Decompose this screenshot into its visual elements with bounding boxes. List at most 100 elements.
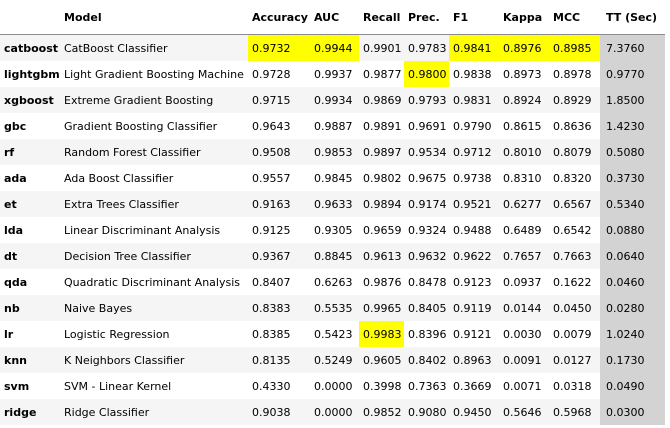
precision-cell: 0.9783 xyxy=(404,34,449,61)
training-time-cell: 0.0880 xyxy=(600,217,665,243)
auc-cell: 0.9633 xyxy=(310,191,359,217)
recall-cell: 0.9877 xyxy=(359,61,404,87)
accuracy-cell: 0.9367 xyxy=(248,243,310,269)
row-index-label: knn xyxy=(0,347,60,373)
column-header-kappa: Kappa xyxy=(499,0,549,35)
f1-cell: 0.9119 xyxy=(449,295,499,321)
kappa-cell: 0.6277 xyxy=(499,191,549,217)
accuracy-cell: 0.9715 xyxy=(248,87,310,113)
recall-cell: 0.9605 xyxy=(359,347,404,373)
recall-cell: 0.9897 xyxy=(359,139,404,165)
row-index-label: xgboost xyxy=(0,87,60,113)
column-header-model: Model xyxy=(60,0,248,35)
kappa-cell: 0.0030 xyxy=(499,321,549,347)
row-index-label: et xyxy=(0,191,60,217)
auc-cell: 0.9845 xyxy=(310,165,359,191)
f1-cell: 0.9831 xyxy=(449,87,499,113)
accuracy-cell: 0.9728 xyxy=(248,61,310,87)
kappa-cell: 0.0091 xyxy=(499,347,549,373)
table-row-qda: qda Quadratic Discriminant Analysis 0.8407… xyxy=(0,269,665,295)
row-index-label: nb xyxy=(0,295,60,321)
precision-cell: 0.8402 xyxy=(404,347,449,373)
model-name-cell: Decision Tree Classifier xyxy=(60,243,248,269)
precision-cell: 0.9080 xyxy=(404,399,449,425)
kappa-cell: 0.0071 xyxy=(499,373,549,399)
recall-cell: 0.9802 xyxy=(359,165,404,191)
table-row-svm: svm SVM - Linear Kernel 0.4330 0.0000 0.3998… xyxy=(0,373,665,399)
table-row-catboost: catboost CatBoost Classifier 0.9732 0.9944 0… xyxy=(0,34,665,61)
mcc-cell: 0.0450 xyxy=(549,295,600,321)
precision-cell: 0.9632 xyxy=(404,243,449,269)
accuracy-cell: 0.9508 xyxy=(248,139,310,165)
mcc-cell: 0.0127 xyxy=(549,347,600,373)
mcc-cell: 0.6567 xyxy=(549,191,600,217)
accuracy-cell: 0.9732 xyxy=(248,34,310,61)
recall-cell: 0.9613 xyxy=(359,243,404,269)
accuracy-cell: 0.9163 xyxy=(248,191,310,217)
kappa-cell: 0.5646 xyxy=(499,399,549,425)
mcc-cell: 0.8929 xyxy=(549,87,600,113)
training-time-cell: 0.5080 xyxy=(600,139,665,165)
table-row-ada: ada Ada Boost Classifier 0.9557 0.9845 0.980… xyxy=(0,165,665,191)
model-name-cell: Quadratic Discriminant Analysis xyxy=(60,269,248,295)
table-body: catboost CatBoost Classifier 0.9732 0.9944 0… xyxy=(0,34,665,425)
row-index-label: lda xyxy=(0,217,60,243)
row-index-label: rf xyxy=(0,139,60,165)
recall-cell: 0.9891 xyxy=(359,113,404,139)
training-time-cell: 0.3730 xyxy=(600,165,665,191)
f1-cell: 0.9521 xyxy=(449,191,499,217)
row-index-label: catboost xyxy=(0,34,60,61)
recall-cell: 0.9659 xyxy=(359,217,404,243)
kappa-cell: 0.8010 xyxy=(499,139,549,165)
f1-cell: 0.9450 xyxy=(449,399,499,425)
accuracy-cell: 0.4330 xyxy=(248,373,310,399)
auc-cell: 0.9934 xyxy=(310,87,359,113)
mcc-cell: 0.0318 xyxy=(549,373,600,399)
precision-cell: 0.8396 xyxy=(404,321,449,347)
recall-cell: 0.9876 xyxy=(359,269,404,295)
f1-cell: 0.8963 xyxy=(449,347,499,373)
training-time-cell: 0.0640 xyxy=(600,243,665,269)
f1-cell: 0.9841 xyxy=(449,34,499,61)
mcc-cell: 0.8978 xyxy=(549,61,600,87)
kappa-cell: 0.8310 xyxy=(499,165,549,191)
table-row-lightgbm: lightgbm Light Gradient Boosting Machine 0… xyxy=(0,61,665,87)
model-name-cell: CatBoost Classifier xyxy=(60,34,248,61)
f1-cell: 0.9123 xyxy=(449,269,499,295)
auc-cell: 0.9937 xyxy=(310,61,359,87)
training-time-cell: 1.0240 xyxy=(600,321,665,347)
accuracy-cell: 0.9038 xyxy=(248,399,310,425)
table-row-nb: nb Naive Bayes 0.8383 0.5535 0.9965 0.8405 0.9… xyxy=(0,295,665,321)
auc-cell: 0.9944 xyxy=(310,34,359,61)
model-name-cell: Random Forest Classifier xyxy=(60,139,248,165)
table-row-lr: lr Logistic Regression 0.8385 0.5423 0.9983 0… xyxy=(0,321,665,347)
row-index-label: dt xyxy=(0,243,60,269)
training-time-cell: 0.0460 xyxy=(600,269,665,295)
model-name-cell: Ridge Classifier xyxy=(60,399,248,425)
accuracy-cell: 0.8135 xyxy=(248,347,310,373)
column-header-auc: AUC xyxy=(310,0,359,35)
kappa-cell: 0.8615 xyxy=(499,113,549,139)
training-time-cell: 1.4230 xyxy=(600,113,665,139)
row-index-label: qda xyxy=(0,269,60,295)
row-index-label: ada xyxy=(0,165,60,191)
kappa-cell: 0.6489 xyxy=(499,217,549,243)
table-row-lda: lda Linear Discriminant Analysis 0.9125 0.9… xyxy=(0,217,665,243)
row-index-label: svm xyxy=(0,373,60,399)
mcc-cell: 0.8985 xyxy=(549,34,600,61)
training-time-cell: 1.8500 xyxy=(600,87,665,113)
recall-cell: 0.9894 xyxy=(359,191,404,217)
recall-cell: 0.9869 xyxy=(359,87,404,113)
auc-cell: 0.5423 xyxy=(310,321,359,347)
precision-cell: 0.8478 xyxy=(404,269,449,295)
model-name-cell: Extra Trees Classifier xyxy=(60,191,248,217)
f1-cell: 0.9738 xyxy=(449,165,499,191)
precision-cell: 0.8405 xyxy=(404,295,449,321)
precision-cell: 0.9800 xyxy=(404,61,449,87)
mcc-cell: 0.7663 xyxy=(549,243,600,269)
table-row-gbc: gbc Gradient Boosting Classifier 0.9643 0.9… xyxy=(0,113,665,139)
recall-cell: 0.9983 xyxy=(359,321,404,347)
recall-cell: 0.9852 xyxy=(359,399,404,425)
row-index-label: gbc xyxy=(0,113,60,139)
kappa-cell: 0.7657 xyxy=(499,243,549,269)
